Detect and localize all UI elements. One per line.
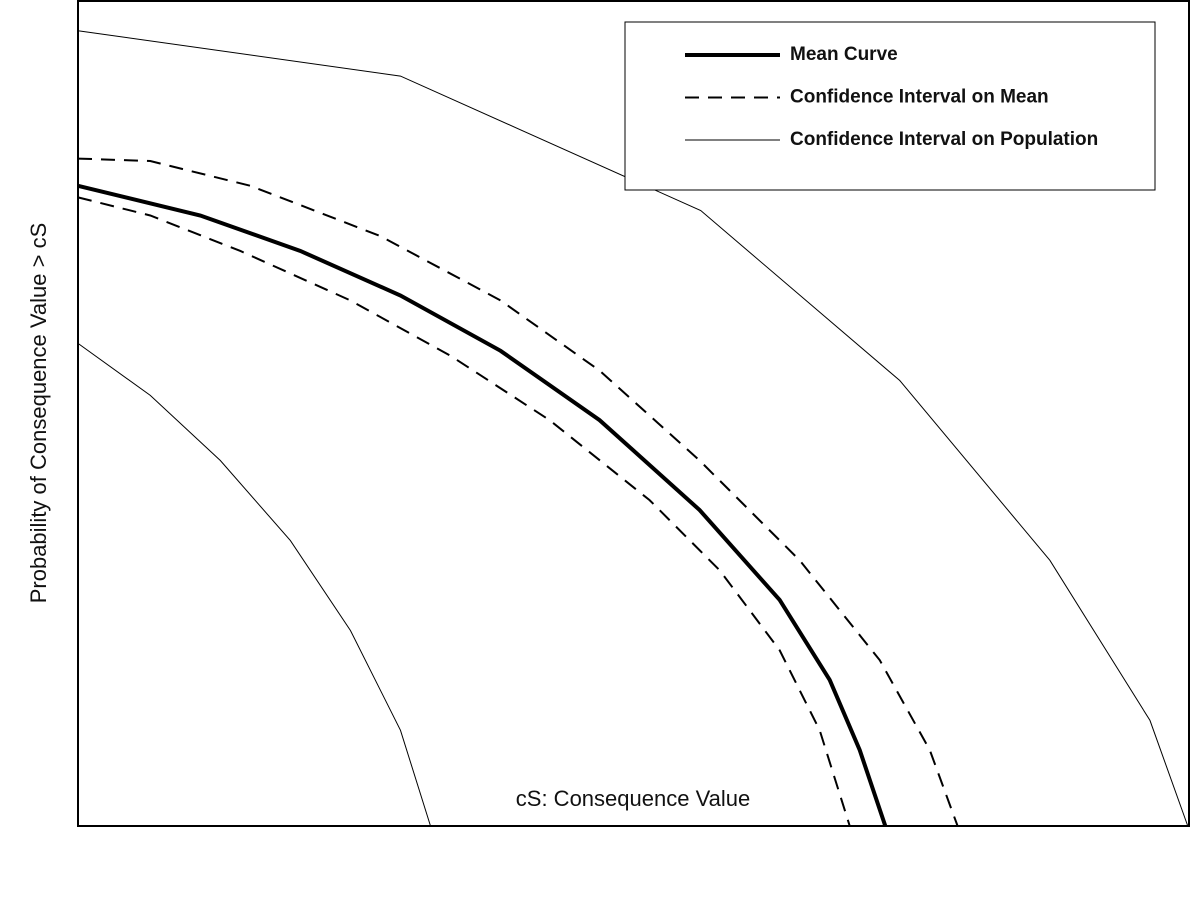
legend-label: Confidence Interval on Population [790, 129, 1098, 150]
curve [77, 157, 959, 827]
legend-label: Mean Curve [790, 44, 898, 65]
legend-box [624, 21, 1156, 191]
curve [77, 196, 851, 827]
plot-frame [77, 0, 1190, 827]
legend-label: Confidence Interval on Mean [790, 87, 1049, 108]
curve [77, 30, 1189, 827]
curve [77, 183, 888, 827]
x-axis-label: cS: Consequence Value [516, 786, 750, 811]
y-axis-label: Probability of Consequence Value > cS [26, 223, 51, 604]
curve [77, 342, 431, 827]
